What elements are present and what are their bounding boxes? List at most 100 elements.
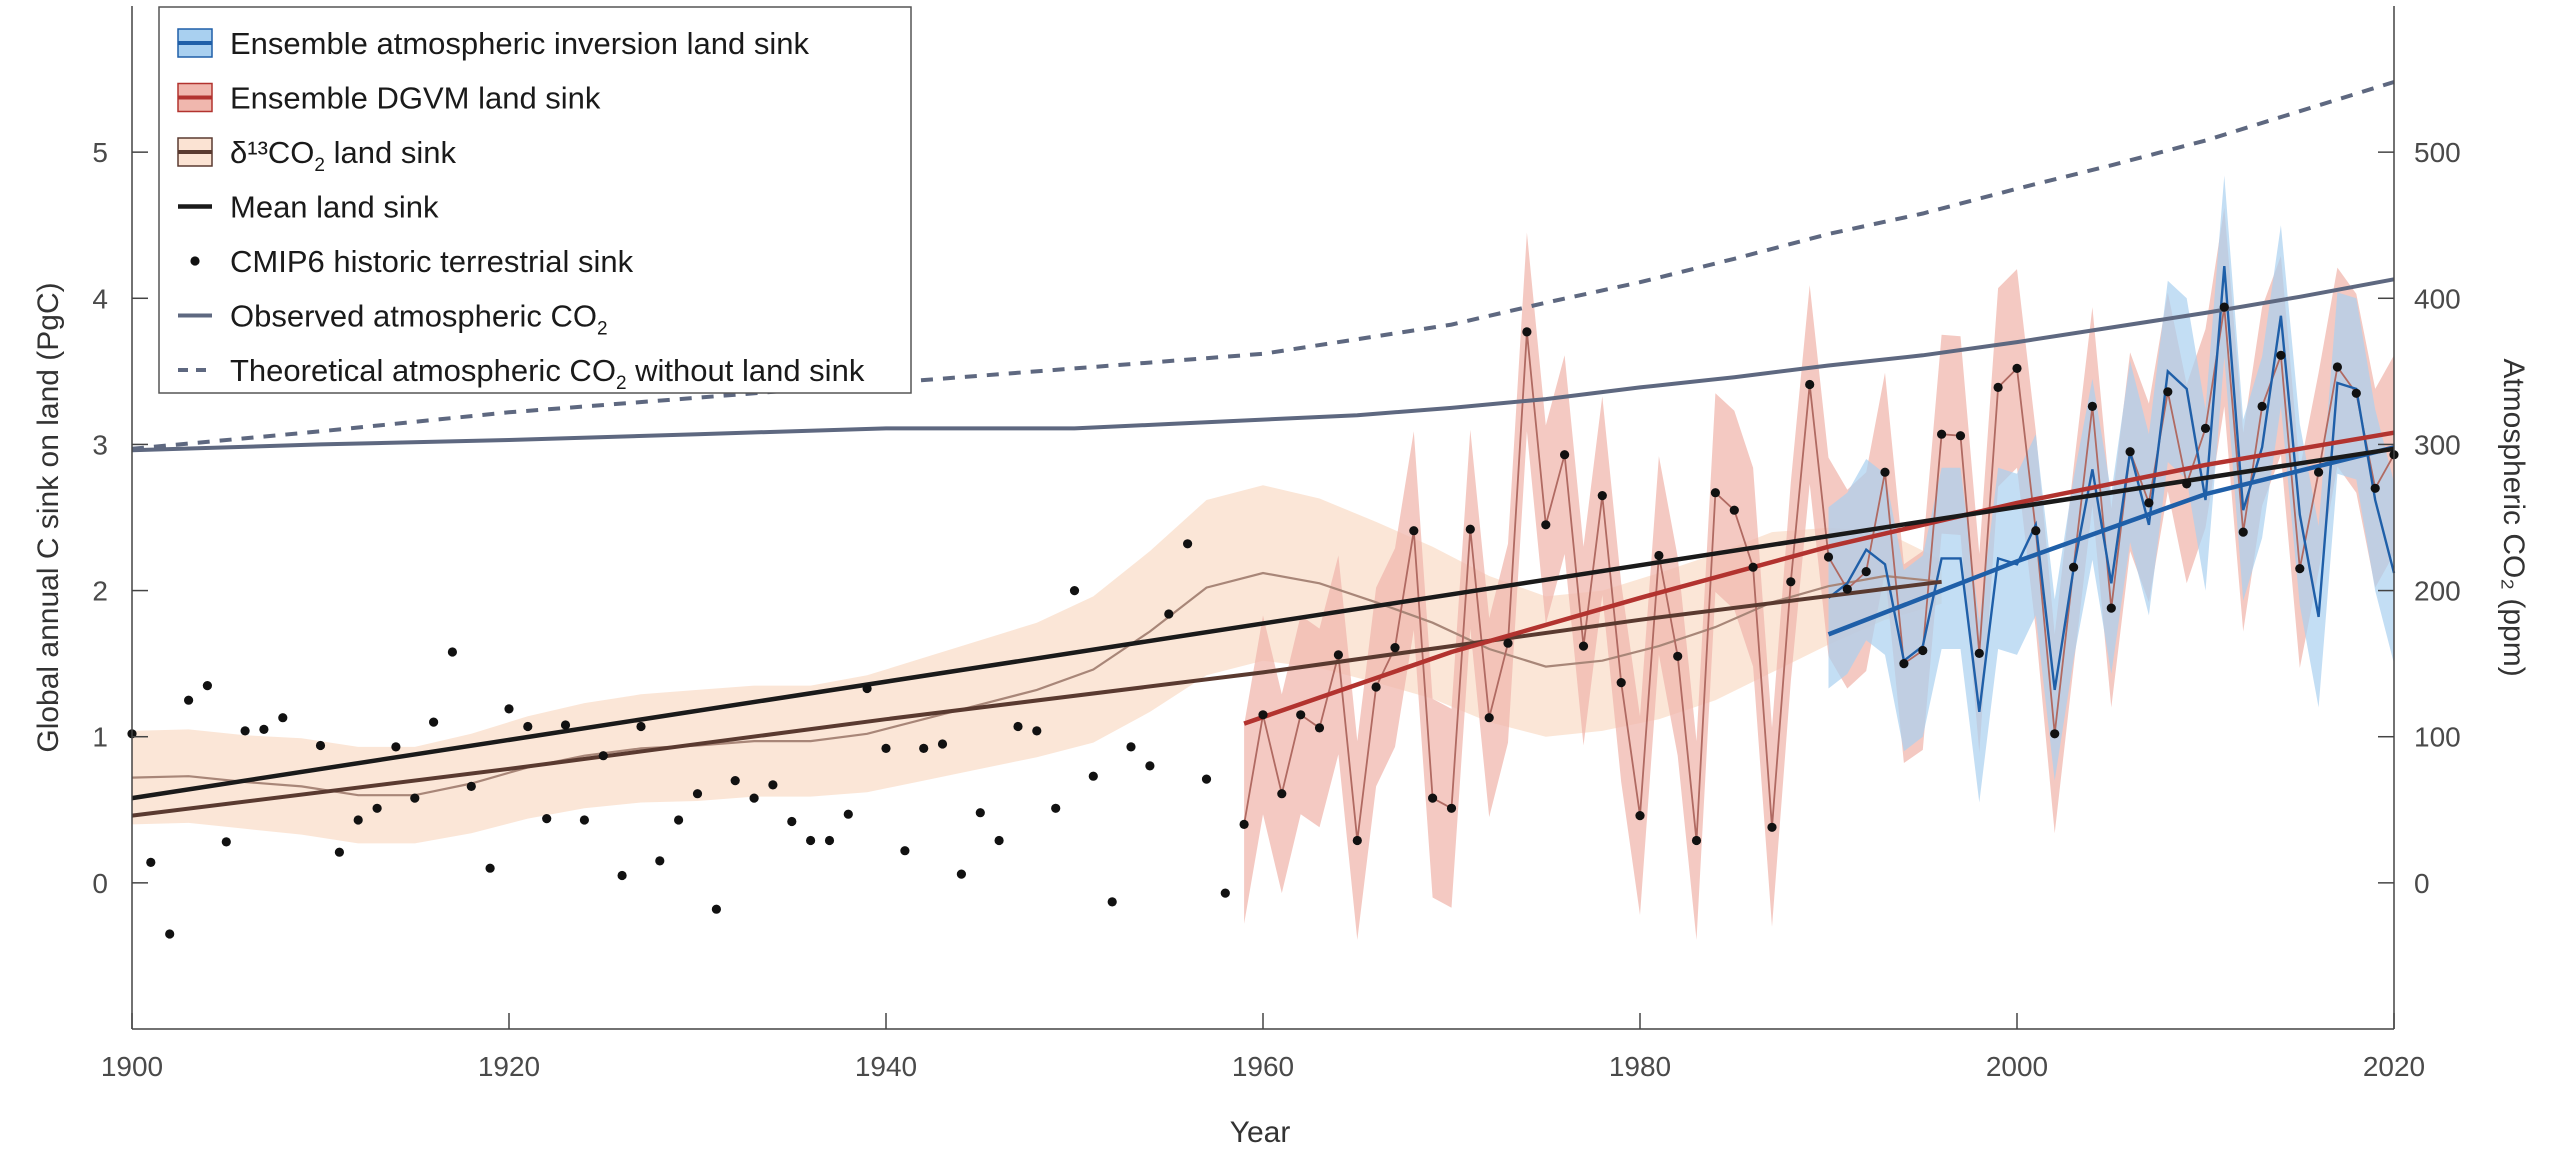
legend-box [158, 6, 912, 394]
legend-label-main: Ensemble DGVM land sink [230, 81, 601, 116]
cmip6-point [1446, 803, 1457, 813]
cmip6-point [1390, 643, 1400, 653]
legend-label: Ensemble DGVM land sink [230, 81, 601, 116]
y-right-tick-label: 100 [2414, 722, 2461, 753]
cmip6-point [2314, 467, 2324, 477]
co2-observed-line [131, 277, 2395, 453]
y-left-tick-label: 3 [92, 429, 108, 460]
cmip6-point [2295, 564, 2305, 574]
cmip6-point [843, 809, 853, 819]
cmip6-point [1352, 835, 1362, 846]
legend-label: Observed atmospheric CO2 [230, 299, 608, 340]
cmip6-point [2276, 350, 2286, 360]
cmip6-point [1805, 379, 1815, 390]
cmip6-point [2012, 363, 2022, 373]
cmip6-point [466, 781, 476, 792]
cmip6-point [1164, 609, 1174, 619]
cmip6-point [1428, 793, 1438, 803]
cmip6-point [334, 847, 344, 857]
dgvm-band [1244, 207, 2394, 940]
cmip6-point [1710, 488, 1720, 498]
cmip6-point [2163, 387, 2173, 397]
cmip6-point [2106, 603, 2116, 613]
cmip6-point [523, 721, 533, 732]
cmip6-point [1126, 742, 1136, 752]
cmip6-point [1748, 562, 1758, 572]
legend-label: Theoretical atmospheric CO2 without land… [230, 353, 865, 394]
cmip6-point [1314, 723, 1325, 733]
cmip6-point [655, 856, 665, 866]
y-right-tick-label: 200 [2414, 576, 2461, 607]
cmip6-point [1691, 835, 1702, 846]
cmip6-point [1409, 526, 1419, 536]
cmip6-point [2144, 498, 2154, 508]
cmip6-point [2069, 562, 2079, 572]
cmip6-point [617, 870, 627, 881]
cmip6-point [1899, 659, 1909, 669]
legend-label-subscript: 2 [597, 319, 608, 340]
d13c-band [132, 485, 1942, 844]
cmip6-point [146, 857, 156, 868]
cmip6-point [278, 713, 288, 723]
cmip6-point [165, 929, 175, 939]
cmip6-point [1842, 584, 1852, 594]
cmip6-point [862, 683, 872, 694]
cmip6-point [1597, 491, 1607, 501]
uncertainty-bands [132, 175, 2394, 940]
cmip6-point [2257, 401, 2267, 411]
x-axis-title: Year [1230, 1116, 1291, 1149]
cmip6-point [1616, 678, 1626, 688]
y-right-tick-label: 300 [2414, 429, 2461, 460]
cmip6-point [504, 704, 514, 714]
cmip6-point [1522, 327, 1532, 337]
cmip6-point [1258, 710, 1268, 720]
cmip6-point [2351, 388, 2361, 398]
inversion-trend-line [1827, 445, 2395, 637]
cmip6-point [937, 739, 948, 749]
cmip6-point [956, 869, 967, 879]
cmip6-point [1220, 888, 1230, 898]
cmip6-point [1032, 726, 1042, 736]
cmip6-point [240, 726, 250, 736]
cmip6-point [1974, 648, 1984, 659]
cmip6-point [1333, 650, 1343, 660]
legend-label-subscript: 2 [314, 155, 325, 176]
cmip6-point [315, 740, 326, 751]
cmip6-point [221, 837, 231, 847]
legend-label: δ¹³CO2 land sink [230, 135, 456, 176]
legend-label: Ensemble atmospheric inversion land sink [230, 26, 809, 61]
cmip6-point [1183, 539, 1193, 549]
legend-label-main: δ¹³CO [230, 135, 314, 170]
dgvm-trend-line [1243, 430, 2395, 726]
cmip6-point [1088, 771, 1098, 781]
x-tick-label: 1980 [1609, 1051, 1671, 1082]
x-tick-label: 2000 [1986, 1051, 2048, 1082]
x-tick-label: 2020 [2363, 1051, 2425, 1082]
legend-label-main: Observed atmospheric CO [230, 299, 597, 334]
d13c-trend-line [131, 579, 1942, 818]
x-tick-label: 1960 [1232, 1051, 1294, 1082]
series-lines [131, 80, 2396, 841]
cmip6-point [2050, 729, 2060, 739]
cmip6-point [1296, 710, 1306, 720]
cmip6-point [806, 835, 816, 846]
legend: Ensemble atmospheric inversion land sink… [158, 6, 912, 394]
cmip6-point [372, 803, 382, 813]
cmip6-point [1673, 651, 1683, 661]
cmip6-point [410, 793, 420, 803]
legend-label-main: CMIP6 historic terrestrial sink [230, 244, 634, 279]
y-left-tick-label: 0 [92, 868, 108, 899]
cmip6-point [1239, 819, 1249, 830]
cmip6-point [824, 835, 835, 846]
cmip6-point [1729, 505, 1739, 515]
y-left-tick-label: 4 [92, 283, 108, 314]
cmip6-point [711, 904, 722, 914]
cmip6-point [1861, 567, 1871, 577]
cmip6-point [1145, 761, 1155, 771]
cmip6-point [787, 816, 797, 827]
cmip6-point [579, 815, 590, 825]
mean-land-sink-line [131, 446, 2395, 801]
cmip6-point [1654, 550, 1664, 561]
axes: 1900 1920 1940 1960 1980 2000 2020012345010020… [32, 6, 2530, 1149]
cmip6-point [2182, 479, 2192, 489]
